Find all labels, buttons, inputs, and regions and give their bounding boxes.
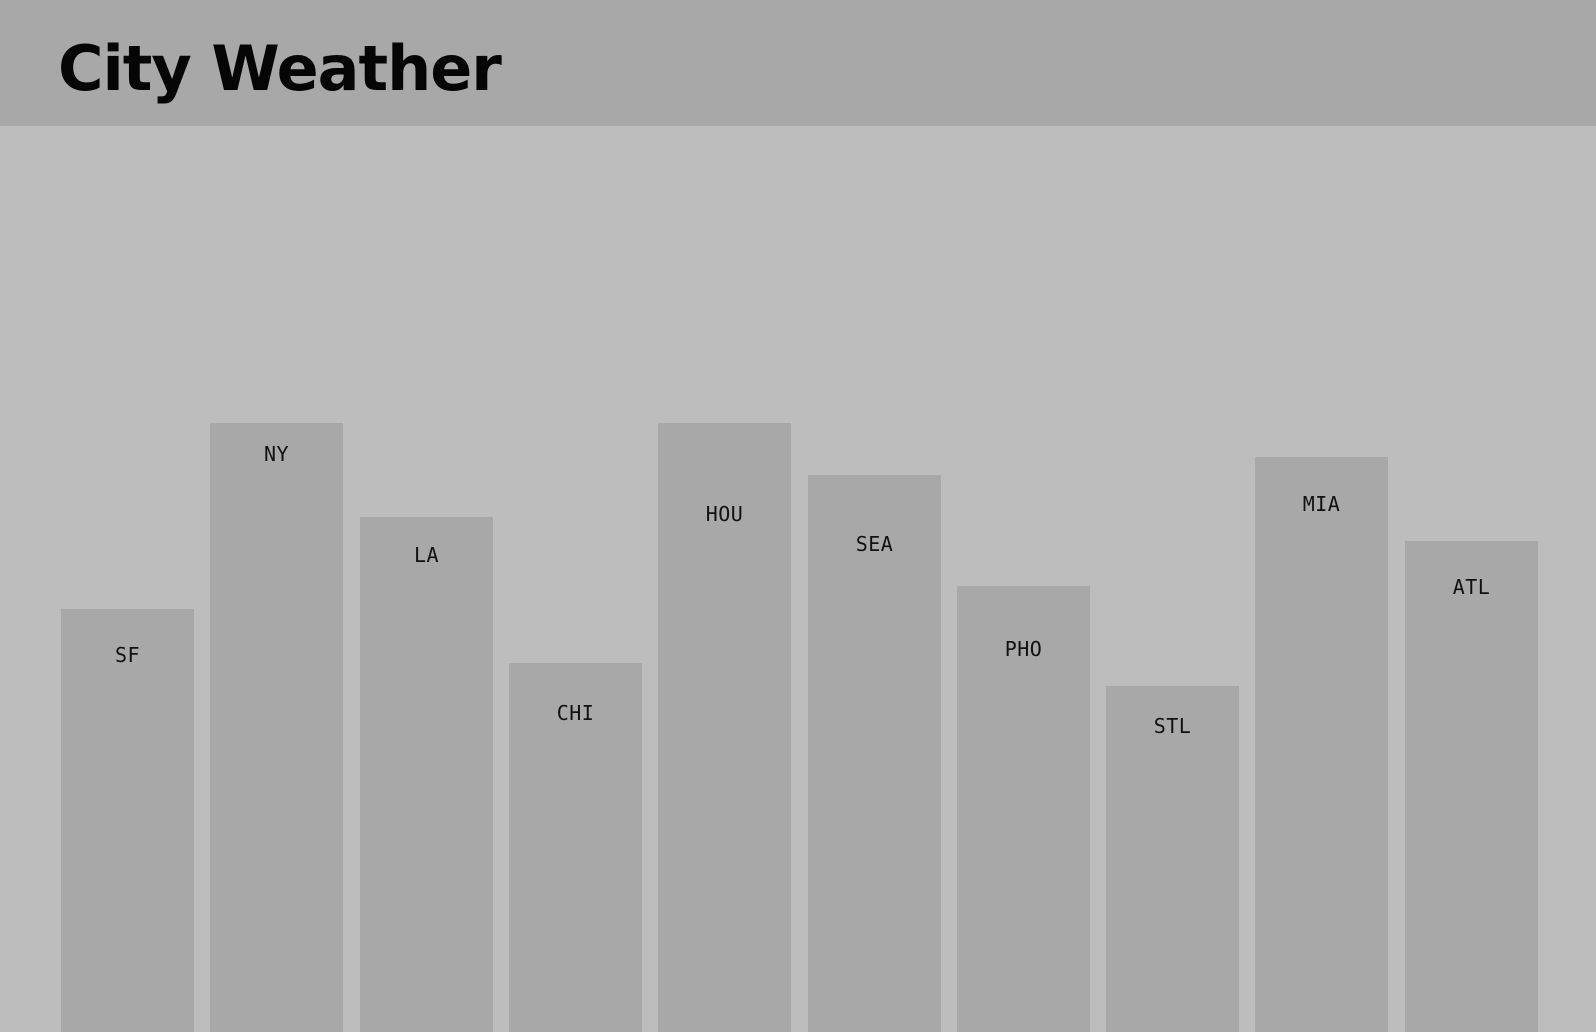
bar-label: NY: [263, 442, 290, 466]
bar-label: CHI: [556, 701, 595, 725]
bar-sea: SEA: [808, 475, 941, 1032]
bar-label: HOU: [705, 502, 744, 526]
bar-pho: PHO: [957, 586, 1090, 1032]
bar-mia: MIA: [1255, 457, 1388, 1032]
header-bar: City Weather: [0, 0, 1596, 126]
bar-label: LA: [413, 543, 440, 567]
bar-label: STL: [1153, 714, 1192, 738]
page-title: City Weather: [58, 32, 502, 105]
bar-hou: HOU: [658, 423, 791, 1032]
bar-la: LA: [360, 517, 493, 1032]
bar-label: MIA: [1302, 492, 1341, 516]
bar-chart: SF NY LA CHI HOU SEA PHO STL MIA ATL: [0, 126, 1596, 1032]
bar-label: PHO: [1004, 637, 1043, 661]
bar-ny: NY: [210, 423, 343, 1032]
bar-label: SEA: [855, 532, 894, 556]
bar-atl: ATL: [1405, 541, 1538, 1032]
bar-label: SF: [114, 643, 141, 667]
bar-chi: CHI: [509, 663, 642, 1032]
bar-stl: STL: [1106, 686, 1239, 1032]
bar-label: ATL: [1452, 575, 1491, 599]
bar-sf: SF: [61, 609, 194, 1032]
